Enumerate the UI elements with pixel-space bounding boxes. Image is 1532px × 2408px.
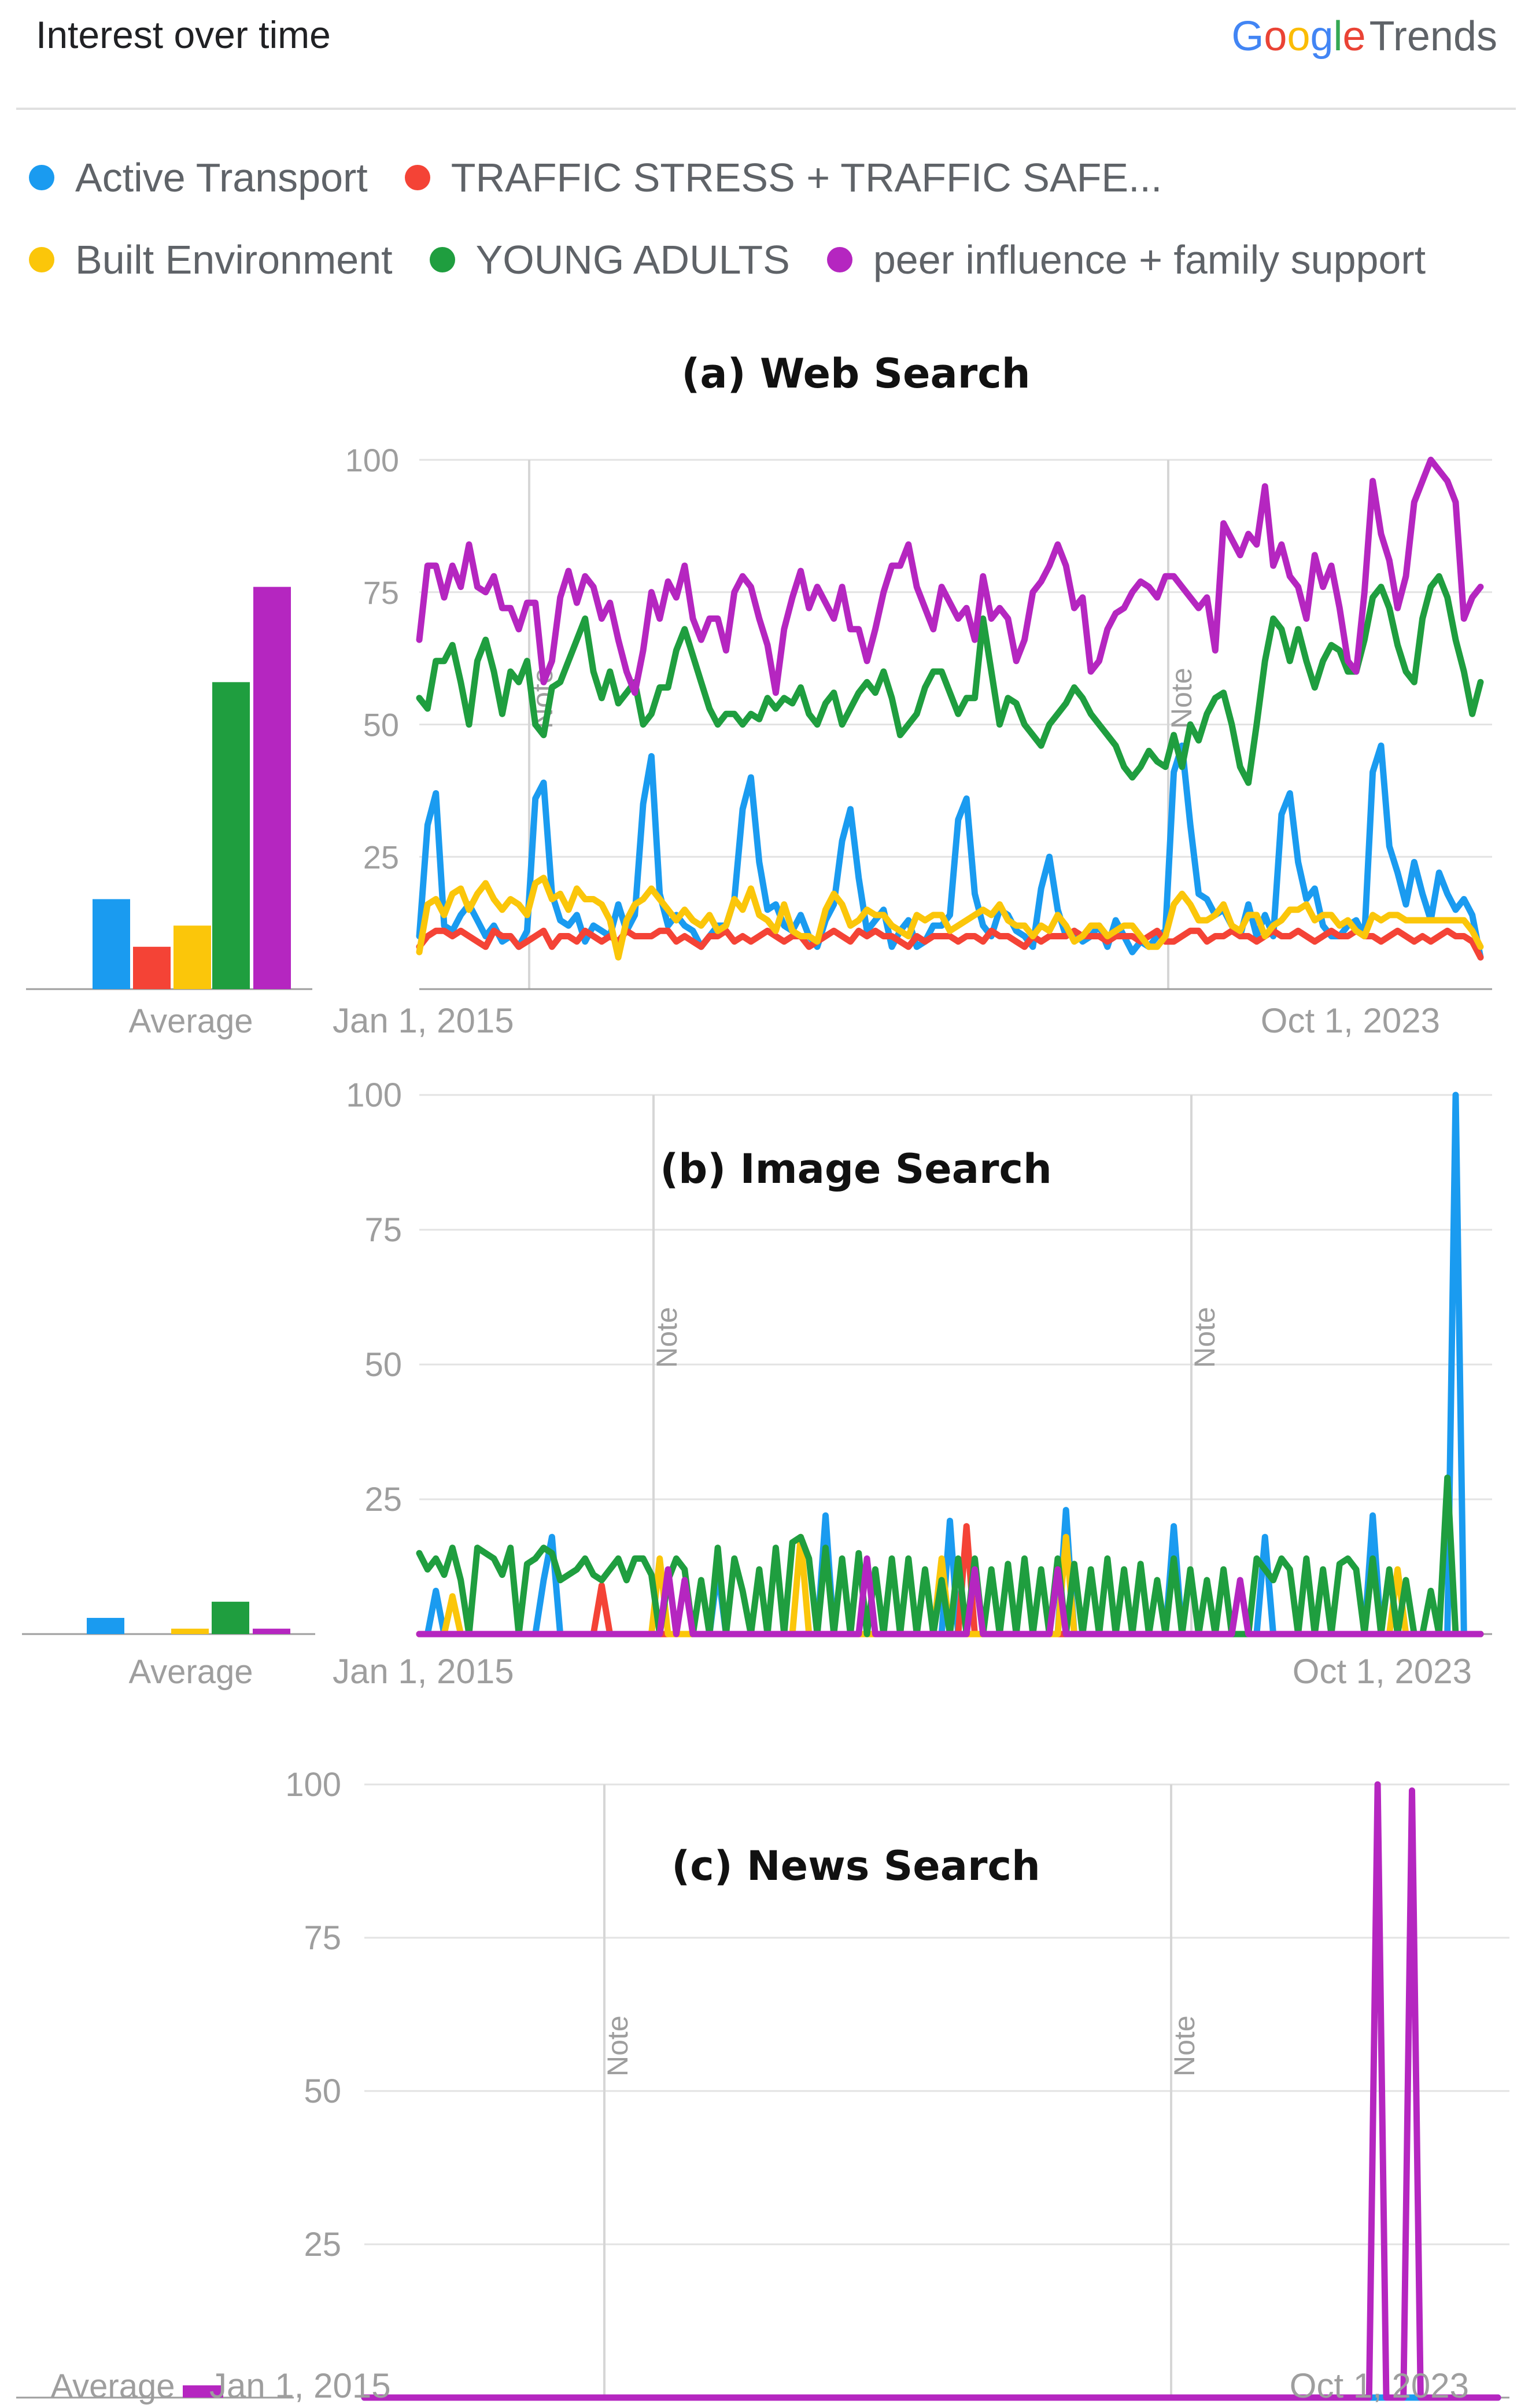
legend-label: TRAFFIC STRESS + TRAFFIC SAFE...	[451, 155, 1162, 200]
y-tick-label: 100	[345, 442, 399, 478]
legend-dot-red	[404, 165, 430, 190]
legend-item-traffic-stress[interactable]: TRAFFIC STRESS + TRAFFIC SAFE...	[404, 154, 1162, 201]
panel-title: (b) Image Search	[660, 1145, 1052, 1193]
y-tick-label: 50	[304, 2073, 341, 2110]
google-trends-logo: GoogleTrends	[1231, 13, 1497, 60]
y-tick-label: 75	[364, 1211, 402, 1249]
average-bar	[93, 899, 130, 989]
average-bar	[212, 1602, 249, 1634]
note-label: Note	[601, 2015, 634, 2077]
x-start-label: Jan 1, 2015	[333, 1652, 514, 1691]
note-label: Note	[1165, 668, 1198, 729]
page-title: Interest over time	[36, 13, 331, 56]
x-end-label: Oct 1, 2023	[1293, 1652, 1472, 1691]
note-label: Note	[651, 1307, 683, 1368]
average-bar	[171, 1628, 209, 1634]
legend: Active Transport TRAFFIC STRESS + TRAFFI…	[29, 146, 1509, 310]
average-label: Average	[51, 2368, 175, 2405]
average-bar	[87, 1618, 124, 1634]
x-end-label: Oct 1, 2023	[1261, 1001, 1440, 1040]
average-bar	[183, 2385, 223, 2398]
y-tick-label: 25	[364, 1481, 402, 1518]
y-tick-label: 50	[364, 1346, 402, 1384]
x-start-label: Jan 1, 2015	[209, 2366, 391, 2405]
legend-item-peer-influence[interactable]: peer influence + family support	[826, 237, 1426, 283]
legend-dot-blue	[29, 165, 54, 190]
legend-dot-purple	[826, 247, 852, 272]
y-tick-label: 100	[346, 1076, 402, 1114]
series-line	[416, 1555, 1484, 1638]
panel-title: (a) Web Search	[681, 350, 1030, 397]
y-tick-label: 75	[363, 574, 399, 611]
series-line	[416, 875, 1484, 961]
note-label: Note	[1188, 1307, 1221, 1368]
legend-dot-green	[429, 247, 455, 272]
legend-row-2: Built Environment YOUNG ADULTS peer infl…	[29, 228, 1509, 292]
y-tick-label: 25	[304, 2226, 341, 2263]
average-bar	[173, 925, 211, 989]
series-line	[416, 573, 1484, 786]
y-tick-label: 75	[304, 1919, 341, 1957]
legend-label: Built Environment	[75, 237, 393, 282]
legend-label: Active Transport	[75, 155, 368, 200]
series-line	[416, 927, 1484, 961]
legend-item-young-adults[interactable]: YOUNG ADULTS	[429, 237, 790, 283]
panel-title: (c) News Search	[671, 1842, 1040, 1890]
legend-label: YOUNG ADULTS	[475, 237, 790, 282]
legend-label: peer influence + family support	[873, 237, 1426, 282]
series-line	[416, 742, 1484, 961]
legend-dot-yellow	[29, 247, 54, 272]
average-bar	[133, 946, 171, 989]
average-bar	[253, 587, 291, 989]
legend-item-built-environment[interactable]: Built Environment	[29, 237, 393, 283]
series-line	[361, 1781, 1501, 2401]
average-bar	[212, 682, 250, 989]
average-label: Average	[129, 1002, 253, 1040]
series-line	[416, 456, 1484, 696]
average-label: Average	[129, 1653, 253, 1691]
header-divider	[16, 108, 1516, 110]
y-tick-label: 100	[285, 1766, 341, 1804]
legend-row-1: Active Transport TRAFFIC STRESS + TRAFFI…	[29, 146, 1509, 209]
average-bar	[253, 1628, 290, 1634]
x-start-label: Jan 1, 2015	[333, 1001, 514, 1040]
y-tick-label: 25	[363, 839, 399, 875]
legend-item-active-transport[interactable]: Active Transport	[29, 154, 368, 201]
y-tick-label: 50	[363, 707, 399, 743]
x-end-label: Oct 1, 2023	[1290, 2366, 1469, 2405]
note-label: Note	[1168, 2015, 1201, 2077]
